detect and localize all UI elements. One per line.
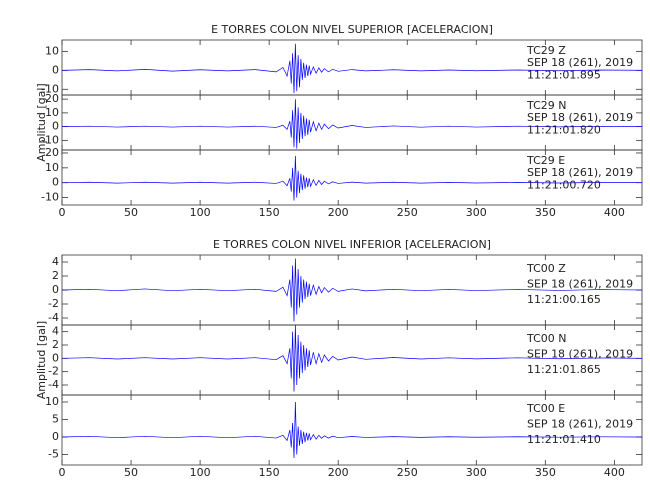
y-tick-label: 2 (52, 269, 59, 282)
trace (61, 258, 643, 322)
y-tick-label: 20 (45, 92, 59, 105)
x-tick-label: 250 (397, 206, 418, 219)
y-tick-label: -10 (41, 133, 59, 146)
x-tick-label: 0 (59, 206, 66, 219)
x-tick-label: 300 (466, 206, 487, 219)
y-tick-label: 2 (52, 338, 59, 351)
trace-label: 11:21:00.720 (527, 178, 601, 191)
trace-label: 11:21:01.820 (527, 123, 601, 136)
y-tick-label: 10 (45, 44, 59, 57)
trace-label: 11:21:00.165 (527, 293, 601, 306)
trace-label: 11:21:01.895 (527, 68, 601, 81)
trace-label: SEP 18 (261), 2019 (527, 111, 633, 124)
y-tick-label: 0 (52, 351, 59, 364)
x-tick-label: 300 (466, 466, 487, 479)
trace-label: TC00 Z (526, 262, 566, 275)
y-tick-label: 0 (52, 176, 59, 189)
x-tick-label: 200 (328, 206, 349, 219)
y-axis-label: Amplitud [gal] (35, 321, 48, 399)
trace-label: TC00 N (526, 332, 566, 345)
y-tick-label: 4 (52, 325, 59, 338)
y-tick-label: -10 (41, 191, 59, 204)
trace (61, 43, 643, 94)
trace-label: 11:21:01.865 (527, 363, 601, 376)
trace-label: SEP 18 (261), 2019 (527, 418, 633, 431)
x-tick-label: 350 (535, 466, 556, 479)
y-tick-label: 10 (45, 106, 59, 119)
y-tick-label: 4 (52, 255, 59, 268)
y-tick-label: -10 (41, 82, 59, 95)
chart-title: E TORRES COLON NIVEL SUPERIOR [ACELERACI… (211, 23, 493, 36)
y-tick-label: -2 (48, 297, 59, 310)
trace-label: TC00 E (526, 402, 565, 415)
y-axis-label: Amplitud [gal] (35, 83, 48, 161)
x-tick-label: 400 (604, 466, 625, 479)
trace-label: TC29 N (526, 99, 566, 112)
x-tick-label: 150 (259, 206, 280, 219)
trace (61, 155, 643, 201)
x-tick-label: 350 (535, 206, 556, 219)
y-tick-label: 20 (45, 146, 59, 159)
x-tick-label: 200 (328, 466, 349, 479)
x-tick-label: 250 (397, 466, 418, 479)
y-tick-label: -4 (48, 311, 59, 324)
y-tick-label: 0 (52, 63, 59, 76)
y-tick-label: 0 (52, 283, 59, 296)
y-tick-label: 0 (52, 120, 59, 133)
y-tick-label: 10 (45, 161, 59, 174)
panel-frame (61, 149, 643, 206)
x-tick-label: 150 (259, 466, 280, 479)
x-tick-label: 100 (190, 466, 211, 479)
trace-label: 11:21:01.410 (527, 433, 601, 446)
y-tick-label: -2 (48, 365, 59, 378)
x-tick-label: 50 (124, 466, 138, 479)
trace (61, 324, 643, 392)
trace-label: SEP 18 (261), 2019 (527, 166, 633, 179)
trace-label: SEP 18 (261), 2019 (527, 56, 633, 69)
trace-label: TC29 E (526, 154, 565, 167)
y-tick-label: -4 (48, 378, 59, 391)
y-tick-label: 5 (52, 413, 59, 426)
panel-frame (61, 394, 643, 466)
y-tick-label: -5 (48, 448, 59, 461)
trace (61, 99, 643, 149)
x-tick-label: 100 (190, 206, 211, 219)
chart-title: E TORRES COLON NIVEL INFERIOR [ACELERACI… (213, 238, 491, 251)
trace-label: TC29 Z (526, 44, 566, 57)
x-tick-label: 50 (124, 206, 138, 219)
x-tick-label: 0 (59, 466, 66, 479)
trace (61, 401, 643, 459)
trace-label: SEP 18 (261), 2019 (527, 278, 633, 291)
trace-label: SEP 18 (261), 2019 (527, 348, 633, 361)
y-tick-label: 0 (52, 430, 59, 443)
y-tick-label: 10 (45, 395, 59, 408)
x-tick-label: 400 (604, 206, 625, 219)
